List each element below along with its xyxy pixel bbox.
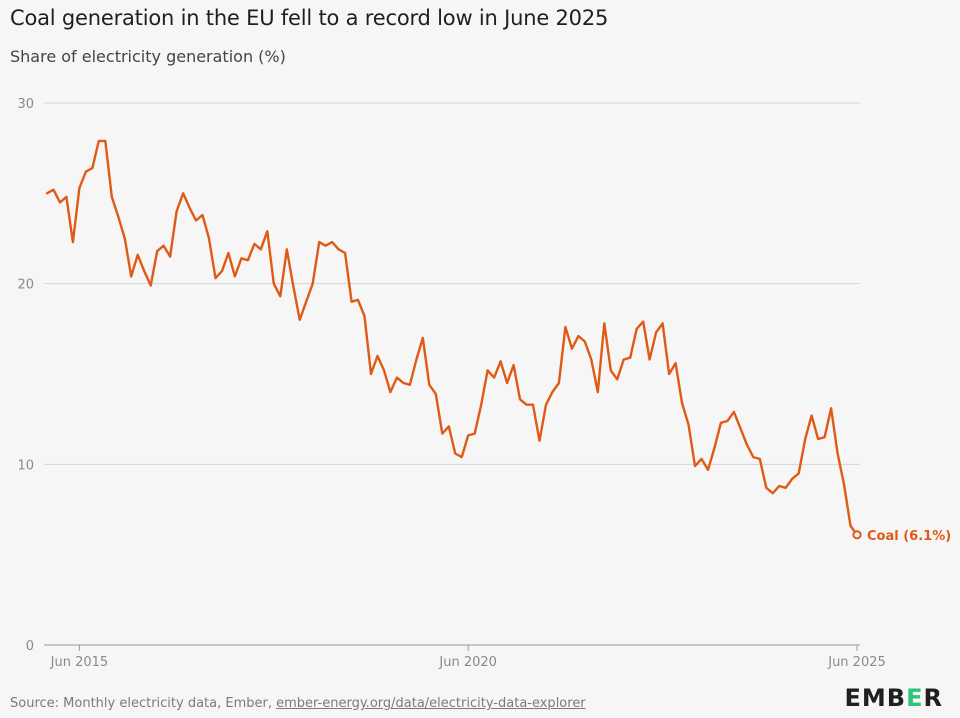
source-text: Source: Monthly electricity data, Ember,: [10, 696, 277, 711]
x-tick-label-2: Jun 2025: [827, 655, 886, 670]
y-tick-label-0: 0: [26, 639, 34, 654]
series-end-label: Coal (6.1%): [867, 529, 951, 544]
logo-text-end: R: [923, 684, 943, 712]
chart-subtitle: Share of electricity generation (%): [10, 47, 286, 66]
x-tick-label-0: Jun 2015: [50, 655, 109, 670]
series-line-coal: [45, 139, 859, 536]
source-note: Source: Monthly electricity data, Ember,…: [10, 696, 586, 711]
x-tick-label-1: Jun 2020: [438, 655, 497, 670]
source-link[interactable]: ember-energy.org/data/electricity-data-e…: [276, 696, 586, 711]
chart-title: Coal generation in the EU fell to a reco…: [10, 6, 609, 30]
y-tick-label-10: 10: [17, 458, 34, 473]
y-tick-label-20: 20: [17, 278, 34, 293]
logo-accent-letter: E: [906, 684, 924, 712]
end-point-marker: [852, 530, 862, 540]
logo-text-start: EMB: [844, 684, 907, 712]
ember-logo: EMBER: [845, 684, 943, 712]
y-tick-label-30: 30: [17, 97, 34, 112]
